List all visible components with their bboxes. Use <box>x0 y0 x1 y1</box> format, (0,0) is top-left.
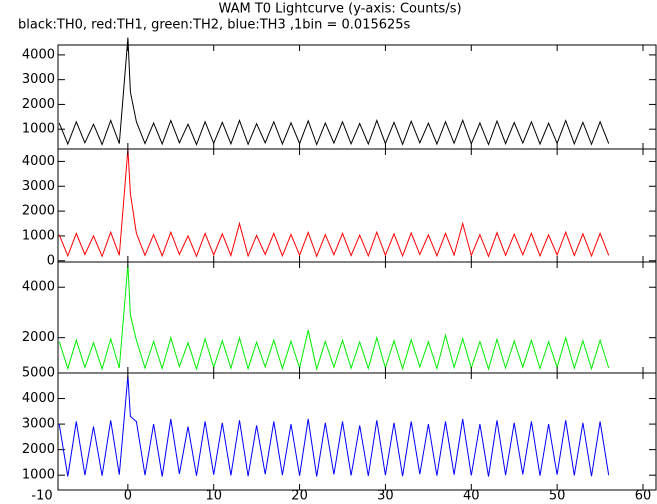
y-tick-label: 2000 <box>22 97 55 112</box>
panel-frame <box>57 372 657 491</box>
y-tick-label: 4000 <box>22 391 55 406</box>
y-tick-label: 2000 <box>22 330 55 345</box>
x-tick-label: 20 <box>291 489 308 504</box>
x-tick-label: 40 <box>463 489 480 504</box>
x-tick-label: 0 <box>124 489 132 504</box>
light-curve <box>58 148 610 258</box>
y-tick-label: 4000 <box>22 154 55 169</box>
x-tick-label: 30 <box>377 489 394 504</box>
x-tick-label: 10 <box>205 489 222 504</box>
y-tick-label: 2000 <box>22 442 55 457</box>
y-tick-label: 3000 <box>22 417 55 432</box>
x-tick-label: 50 <box>549 489 566 504</box>
y-tick-label: 5000 <box>22 366 55 381</box>
x-tick-label: 60 <box>635 489 652 504</box>
light-curve <box>58 37 610 146</box>
chart-title: WAM T0 Lightcurve (y-axis: Counts/s) <box>218 2 461 17</box>
x-tick-label: -10 <box>31 489 52 504</box>
chart-subtitle: black:TH0, red:TH1, green:TH2, blue:TH3 … <box>18 18 411 33</box>
y-tick-label: 3000 <box>22 179 55 194</box>
y-tick-label: 3000 <box>22 72 55 87</box>
y-tick-label: 1000 <box>22 122 55 137</box>
light-curve <box>58 264 610 371</box>
y-tick-label: 0 <box>47 253 55 268</box>
y-tick-label: 1000 <box>22 228 55 243</box>
y-tick-label: 4000 <box>22 47 55 62</box>
y-tick-label: 2000 <box>22 204 55 219</box>
y-tick-label: 1000 <box>22 468 55 483</box>
light-curve <box>58 375 610 477</box>
y-tick-label: 4000 <box>22 280 55 295</box>
